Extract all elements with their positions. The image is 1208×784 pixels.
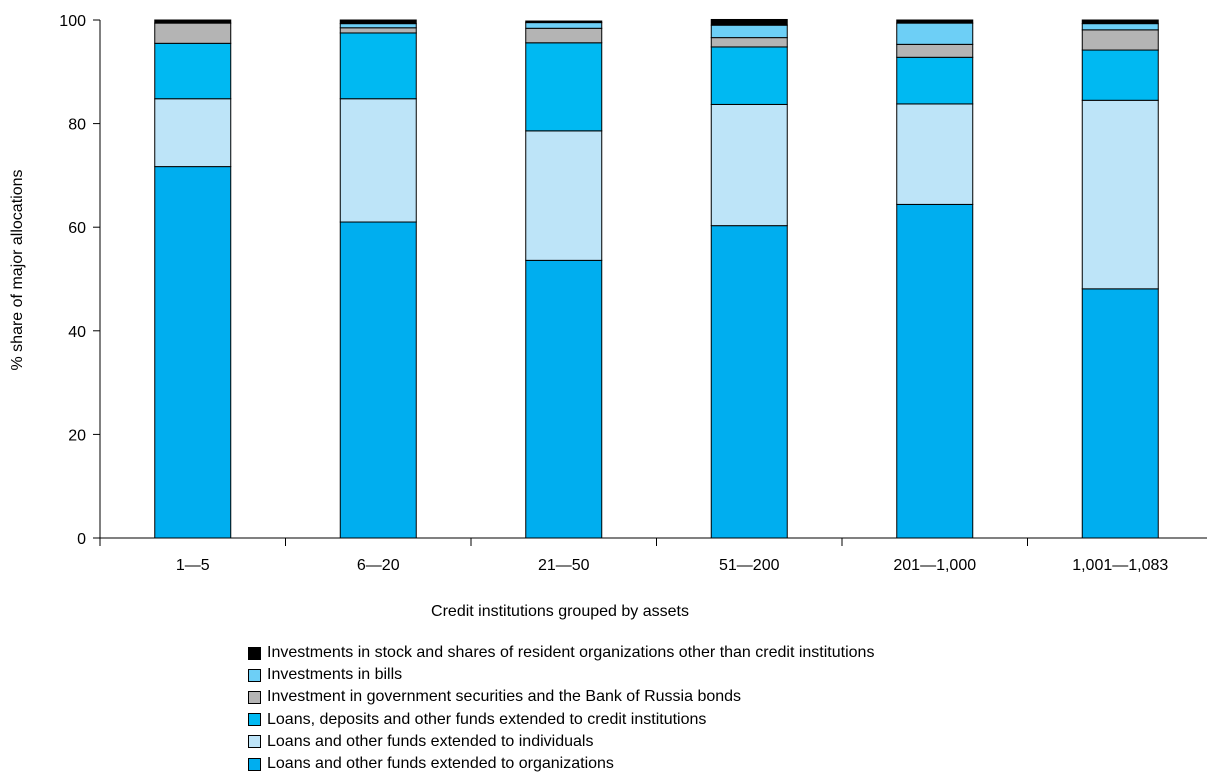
- bar-segment: [525, 20, 603, 24]
- bar-segment: [339, 27, 417, 34]
- bar-segment: [525, 259, 603, 539]
- bar-stack: [896, 19, 974, 539]
- bar-segment: [154, 42, 232, 100]
- legend-label: Loans and other funds extended to organi…: [267, 755, 614, 773]
- y-tick-label: 0: [77, 531, 86, 548]
- x-tick-label: 201—1,000: [893, 557, 976, 574]
- bar-segment: [525, 27, 603, 44]
- bar-segment: [339, 98, 417, 223]
- legend-item: Investment in government securities and …: [248, 686, 874, 708]
- bar-segment: [154, 22, 232, 44]
- bar-segment: [896, 22, 974, 45]
- bar-stack: [339, 19, 417, 539]
- bar-segment: [154, 166, 232, 539]
- legend-label: Loans, deposits and other funds extended…: [267, 710, 707, 728]
- legend-swatch: [248, 646, 261, 660]
- x-tick-label: 51—200: [719, 557, 780, 574]
- bar-segment: [710, 37, 788, 48]
- legend-swatch: [248, 757, 261, 771]
- bar-segment: [1081, 99, 1159, 290]
- bars: [154, 18, 1159, 539]
- bar-segment: [710, 225, 788, 539]
- bar-segment: [710, 18, 788, 26]
- y-axis: 0 20 40 60 80 100: [59, 13, 101, 548]
- bar-stack: [710, 18, 788, 539]
- x-tick-label: 6—20: [357, 557, 400, 574]
- bar-stack: [1081, 19, 1159, 539]
- bar-segment: [896, 56, 974, 105]
- legend-swatch: [248, 668, 261, 682]
- bar-stack: [525, 20, 603, 539]
- stacked-bar-chart: 0 20 40 60 80 100 1—5 6—20 21—50 51—200 201—1,000…: [9, 13, 1207, 620]
- legend-label: Loans and other funds extended to indivi…: [267, 732, 594, 750]
- bar-segment: [154, 19, 232, 24]
- legend-item: Investments in bills: [248, 664, 874, 686]
- y-tick-label: 80: [68, 117, 86, 134]
- bar-segment: [896, 43, 974, 58]
- legend-item: Loans and other funds extended to organi…: [248, 753, 874, 775]
- bar-segment: [1081, 49, 1159, 101]
- bar-segment: [339, 221, 417, 539]
- y-axis-label: % share of major allocations: [9, 170, 26, 371]
- bar-segment: [1081, 23, 1159, 31]
- bar-segment: [896, 103, 974, 205]
- bar-segment: [339, 23, 417, 29]
- bar-segment: [339, 19, 417, 25]
- bar-stack: [154, 19, 232, 539]
- bar-segment: [339, 32, 417, 100]
- y-tick-label: 20: [68, 427, 86, 444]
- legend-item: Loans, deposits and other funds extended…: [248, 709, 874, 731]
- legend-label: Investments in stock and shares of resid…: [267, 644, 875, 662]
- bar-segment: [1081, 288, 1159, 539]
- y-tick-label: 100: [59, 13, 86, 30]
- x-axis: 1—5 6—20 21—50 51—200 201—1,000 1,001—1,083: [99, 537, 1207, 574]
- legend: Investments in stock and shares of resid…: [248, 642, 874, 775]
- x-axis-label: Credit institutions grouped by assets: [431, 603, 689, 620]
- legend-item: Loans and other funds extended to indivi…: [248, 731, 874, 753]
- bar-segment: [896, 19, 974, 24]
- y-tick-label: 60: [68, 220, 86, 237]
- legend-label: Investment in government securities and …: [267, 688, 742, 706]
- y-tick-label: 40: [68, 324, 86, 341]
- bar-segment: [525, 42, 603, 132]
- x-tick-label: 1,001—1,083: [1072, 557, 1168, 574]
- legend-swatch: [248, 735, 261, 749]
- bar-segment: [525, 130, 603, 261]
- bar-segment: [710, 24, 788, 39]
- bar-segment: [710, 103, 788, 227]
- bar-segment: [525, 22, 603, 29]
- bar-segment: [896, 203, 974, 539]
- legend-swatch: [248, 690, 261, 704]
- x-tick-label: 21—50: [538, 557, 590, 574]
- bar-segment: [154, 98, 232, 168]
- x-tick-label: 1—5: [176, 557, 210, 574]
- legend-swatch: [248, 713, 261, 727]
- bar-segment: [1081, 19, 1159, 25]
- bar-segment: [710, 46, 788, 105]
- legend-item: Investments in stock and shares of resid…: [248, 642, 874, 664]
- legend-label: Investments in bills: [267, 666, 403, 684]
- bar-segment: [1081, 29, 1159, 51]
